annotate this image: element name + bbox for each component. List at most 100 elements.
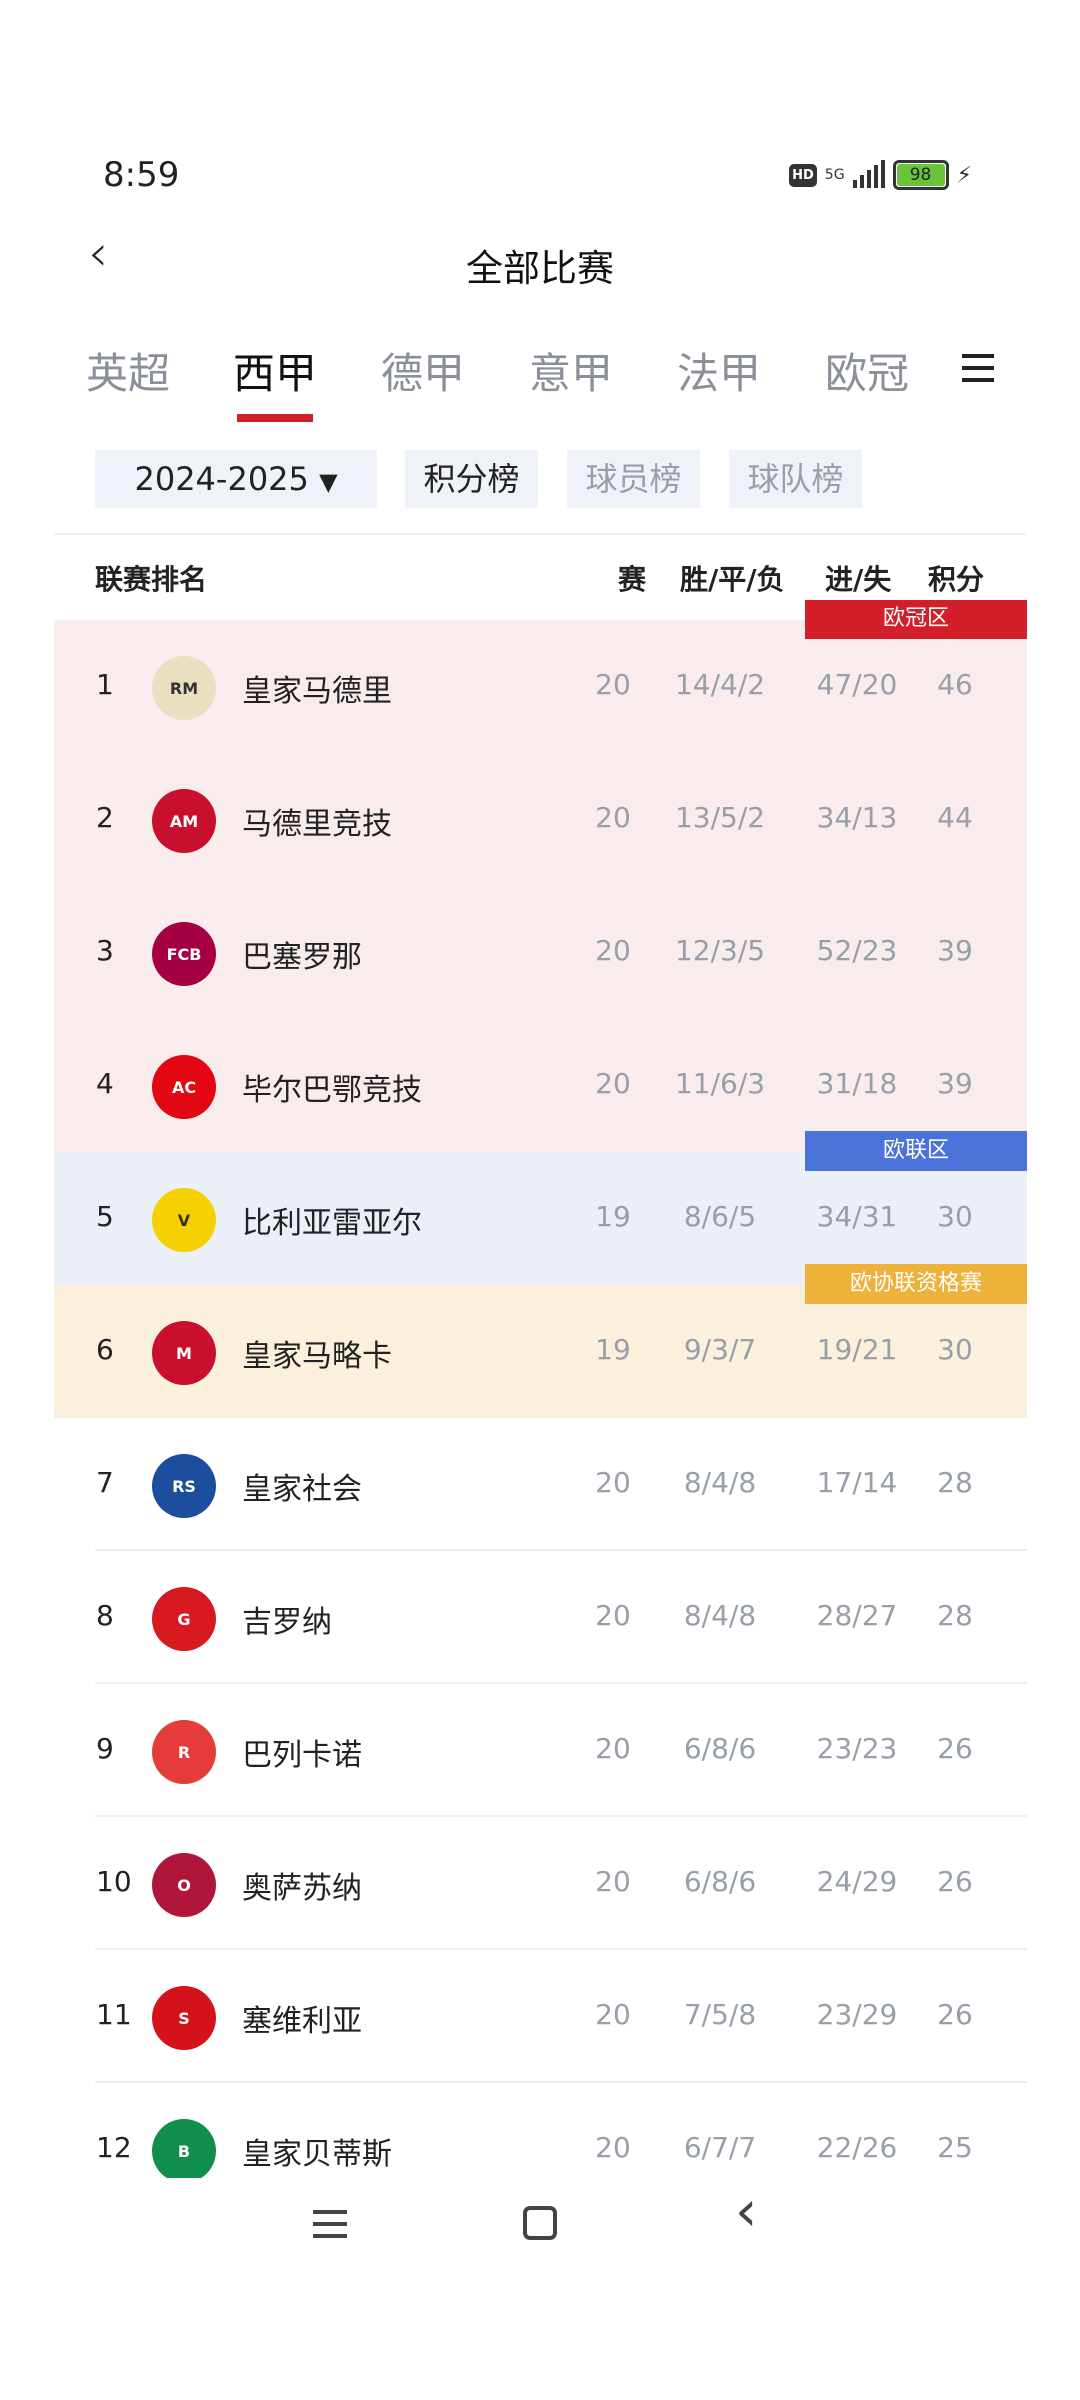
row-divider bbox=[95, 1682, 1027, 1684]
battery-level: 98 bbox=[896, 164, 945, 186]
matches-played: 20 bbox=[595, 1599, 631, 1632]
player-rankings-button[interactable]: 球员榜 bbox=[567, 450, 700, 508]
team-name: 奥萨苏纳 bbox=[242, 1871, 362, 1906]
column-header-rank: 联赛排名 bbox=[95, 563, 208, 596]
rank: 1 bbox=[96, 668, 114, 701]
rank: 5 bbox=[96, 1200, 114, 1233]
table-row[interactable]: 6 M 皇家马略卡 19 9/3/7 19/21 30 欧协联资格赛 bbox=[54, 1264, 1027, 1418]
menu-icon[interactable] bbox=[962, 354, 994, 390]
win-draw-loss: 12/3/5 bbox=[674, 934, 766, 967]
table-row[interactable]: 11 S 塞维利亚 20 7/5/8 23/29 26 bbox=[54, 1950, 1027, 2083]
back-button[interactable]: ‹ bbox=[88, 224, 108, 282]
matches-played: 20 bbox=[595, 934, 631, 967]
team-logo: O bbox=[152, 1853, 216, 1917]
matches-played: 19 bbox=[595, 1200, 631, 1233]
recent-apps-button[interactable] bbox=[313, 2210, 347, 2238]
row-divider bbox=[95, 1815, 1027, 1817]
team-name: 比利亚雷亚尔 bbox=[242, 1206, 422, 1241]
table-row[interactable]: 3 FCB 巴塞罗那 20 12/3/5 52/23 39 bbox=[54, 886, 1027, 1019]
table-row[interactable]: 10 O 奥萨苏纳 20 6/8/6 24/29 26 bbox=[54, 1817, 1027, 1950]
table-row[interactable]: 7 RS 皇家社会 20 8/4/8 17/14 28 bbox=[54, 1418, 1027, 1551]
column-header-goals: 进/失 bbox=[825, 563, 892, 596]
tab-premier-league[interactable]: 英超 bbox=[86, 349, 171, 398]
table-row[interactable]: 5 V 比利亚雷亚尔 19 8/6/5 34/31 30 欧联区 bbox=[54, 1131, 1027, 1285]
page-title: 全部比赛 bbox=[466, 247, 614, 290]
team-logo: AM bbox=[152, 789, 216, 853]
table-row[interactable]: 1 RM 皇家马德里 20 14/4/2 47/20 46 欧冠区 bbox=[54, 600, 1027, 753]
column-header-played: 赛 bbox=[618, 563, 647, 596]
status-icons: HD 5G 98 ⚡ bbox=[789, 160, 972, 190]
tab-la-liga[interactable]: 西甲 bbox=[233, 349, 318, 398]
points: 39 bbox=[937, 1067, 973, 1100]
rank: 6 bbox=[96, 1333, 114, 1366]
tab-ligue-1[interactable]: 法甲 bbox=[677, 349, 762, 398]
matches-played: 19 bbox=[595, 1333, 631, 1366]
dropdown-arrow-icon: ▼ bbox=[319, 468, 338, 496]
table-row[interactable]: 9 R 巴列卡诺 20 6/8/6 23/23 26 bbox=[54, 1684, 1027, 1817]
rank: 7 bbox=[96, 1466, 114, 1499]
tab-champions-league[interactable]: 欧冠 bbox=[825, 349, 910, 398]
matches-played: 20 bbox=[595, 1067, 631, 1100]
rank: 9 bbox=[96, 1732, 114, 1765]
team-logo: R bbox=[152, 1720, 216, 1784]
standings-button[interactable]: 积分榜 bbox=[405, 450, 538, 508]
table-row[interactable]: 8 G 吉罗纳 20 8/4/8 28/27 28 bbox=[54, 1551, 1027, 1684]
points: 28 bbox=[937, 1466, 973, 1499]
table-row[interactable]: 2 AM 马德里竞技 20 13/5/2 34/13 44 bbox=[54, 753, 1027, 886]
rank: 12 bbox=[96, 2131, 132, 2164]
zone-badge: 欧协联资格赛 bbox=[805, 1264, 1027, 1304]
win-draw-loss: 8/4/8 bbox=[683, 1466, 757, 1499]
battery-icon: 98 bbox=[892, 160, 949, 190]
zone-badge: 欧联区 bbox=[805, 1131, 1027, 1171]
points: 44 bbox=[937, 801, 973, 834]
tab-bundesliga[interactable]: 德甲 bbox=[381, 349, 466, 398]
matches-played: 20 bbox=[595, 1865, 631, 1898]
team-logo: RS bbox=[152, 1454, 216, 1518]
tab-serie-a[interactable]: 意甲 bbox=[529, 349, 614, 398]
points: 30 bbox=[937, 1333, 973, 1366]
team-name: 巴列卡诺 bbox=[242, 1738, 362, 1773]
system-nav-bar: ‹ bbox=[0, 2184, 1080, 2260]
table-row[interactable]: 4 AC 毕尔巴鄂竞技 20 11/6/3 31/18 39 bbox=[54, 1019, 1027, 1152]
goals-for-against: 17/14 bbox=[816, 1466, 898, 1499]
goals-for-against: 28/27 bbox=[816, 1599, 898, 1632]
back-nav-button[interactable]: ‹ bbox=[735, 2179, 758, 2244]
table-row[interactable]: 12 B 皇家贝蒂斯 20 6/7/7 22/26 25 bbox=[54, 2083, 1027, 2178]
row-divider bbox=[95, 1948, 1027, 1950]
column-header-wdl: 胜/平/负 bbox=[680, 563, 785, 596]
matches-played: 20 bbox=[595, 668, 631, 701]
goals-for-against: 23/29 bbox=[816, 1998, 898, 2031]
win-draw-loss: 6/7/7 bbox=[683, 2131, 757, 2164]
points: 26 bbox=[937, 1865, 973, 1898]
status-time: 8:59 bbox=[103, 155, 180, 195]
win-draw-loss: 8/4/8 bbox=[683, 1599, 757, 1632]
matches-played: 20 bbox=[595, 1998, 631, 2031]
team-logo: RM bbox=[152, 656, 216, 720]
team-name: 皇家社会 bbox=[242, 1472, 362, 1507]
row-divider bbox=[95, 1549, 1027, 1551]
win-draw-loss: 11/6/3 bbox=[674, 1067, 766, 1100]
team-name: 塞维利亚 bbox=[242, 2004, 362, 2039]
goals-for-against: 31/18 bbox=[816, 1067, 898, 1100]
points: 28 bbox=[937, 1599, 973, 1632]
row-divider bbox=[95, 2081, 1027, 2083]
points: 46 bbox=[937, 668, 973, 701]
rank: 2 bbox=[96, 801, 114, 834]
home-button[interactable] bbox=[523, 2206, 557, 2240]
team-name: 吉罗纳 bbox=[242, 1605, 332, 1640]
team-name: 皇家贝蒂斯 bbox=[242, 2137, 392, 2172]
team-name: 马德里竞技 bbox=[242, 807, 392, 842]
season-dropdown[interactable]: 2024-2025 ▼ bbox=[95, 450, 377, 508]
goals-for-against: 23/23 bbox=[816, 1732, 898, 1765]
rank: 11 bbox=[96, 1998, 132, 2031]
points: 39 bbox=[937, 934, 973, 967]
active-tab-indicator bbox=[237, 414, 313, 422]
hd-icon: HD bbox=[789, 163, 817, 187]
matches-played: 20 bbox=[595, 1466, 631, 1499]
standings-table: 1 RM 皇家马德里 20 14/4/2 47/20 46 欧冠区 2 AM 马德里竞技 20 13/5… bbox=[0, 600, 1080, 2178]
team-logo: AC bbox=[152, 1055, 216, 1119]
rank: 3 bbox=[96, 934, 114, 967]
win-draw-loss: 7/5/8 bbox=[683, 1998, 757, 2031]
team-rankings-button[interactable]: 球队榜 bbox=[729, 450, 862, 508]
signal-icon bbox=[852, 160, 885, 188]
